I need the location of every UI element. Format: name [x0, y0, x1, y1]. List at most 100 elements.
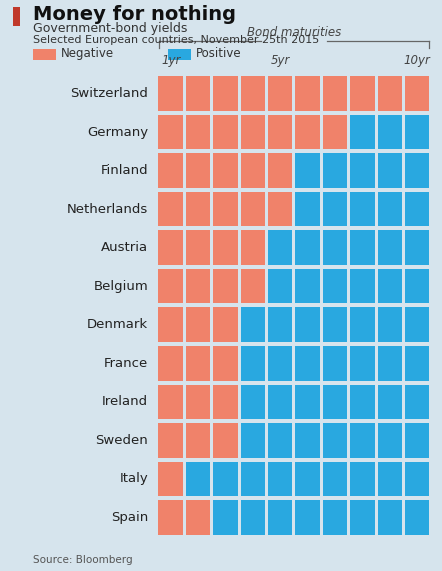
Bar: [405, 115, 430, 149]
Text: 5yr: 5yr: [271, 54, 290, 67]
Bar: [240, 385, 265, 419]
Bar: [159, 308, 183, 342]
Bar: [295, 308, 320, 342]
Bar: [377, 115, 402, 149]
Bar: [350, 154, 375, 188]
Text: Positive: Positive: [196, 47, 241, 60]
Bar: [405, 192, 430, 226]
Text: Ireland: Ireland: [102, 395, 148, 408]
Text: Germany: Germany: [87, 126, 148, 139]
Text: Netherlands: Netherlands: [67, 203, 148, 216]
Bar: [240, 500, 265, 535]
Bar: [33, 49, 56, 60]
Bar: [13, 7, 20, 26]
Bar: [213, 230, 238, 265]
Bar: [350, 77, 375, 111]
Bar: [405, 154, 430, 188]
Bar: [159, 500, 183, 535]
Text: Denmark: Denmark: [87, 318, 148, 331]
Text: Switzerland: Switzerland: [70, 87, 148, 100]
Bar: [323, 500, 347, 535]
Text: 10yr: 10yr: [404, 54, 431, 67]
Bar: [159, 115, 183, 149]
Bar: [213, 500, 238, 535]
Bar: [159, 269, 183, 304]
Text: Spain: Spain: [111, 511, 148, 524]
Bar: [377, 230, 402, 265]
Bar: [186, 423, 210, 458]
Bar: [350, 230, 375, 265]
Bar: [350, 269, 375, 304]
Bar: [405, 230, 430, 265]
Bar: [213, 385, 238, 419]
Bar: [159, 346, 183, 381]
Bar: [377, 77, 402, 111]
Text: Selected European countries, November 25th 2015: Selected European countries, November 25…: [33, 35, 320, 45]
Bar: [295, 230, 320, 265]
Bar: [377, 308, 402, 342]
Bar: [186, 115, 210, 149]
Bar: [159, 423, 183, 458]
Bar: [350, 385, 375, 419]
Bar: [159, 385, 183, 419]
Bar: [323, 115, 347, 149]
Bar: [213, 77, 238, 111]
Bar: [405, 308, 430, 342]
Bar: [240, 461, 265, 496]
Bar: [159, 154, 183, 188]
Bar: [323, 423, 347, 458]
Bar: [186, 269, 210, 304]
Bar: [268, 154, 293, 188]
Bar: [323, 461, 347, 496]
Bar: [159, 192, 183, 226]
Text: 1yr: 1yr: [161, 54, 180, 67]
Bar: [268, 192, 293, 226]
Bar: [268, 269, 293, 304]
Bar: [240, 308, 265, 342]
Bar: [295, 346, 320, 381]
Bar: [186, 500, 210, 535]
Bar: [213, 346, 238, 381]
Bar: [168, 49, 191, 60]
Bar: [323, 154, 347, 188]
Bar: [213, 115, 238, 149]
Bar: [240, 230, 265, 265]
Bar: [377, 461, 402, 496]
Bar: [405, 346, 430, 381]
Bar: [186, 154, 210, 188]
Bar: [240, 269, 265, 304]
Bar: [213, 423, 238, 458]
Bar: [350, 308, 375, 342]
Bar: [295, 115, 320, 149]
Bar: [213, 154, 238, 188]
Bar: [377, 500, 402, 535]
Bar: [295, 269, 320, 304]
Bar: [186, 461, 210, 496]
Bar: [268, 385, 293, 419]
Bar: [186, 77, 210, 111]
Text: Source: Bloomberg: Source: Bloomberg: [33, 554, 133, 565]
Bar: [268, 115, 293, 149]
Bar: [377, 423, 402, 458]
Bar: [323, 269, 347, 304]
Bar: [268, 423, 293, 458]
Bar: [377, 385, 402, 419]
Text: Belgium: Belgium: [93, 280, 148, 293]
Bar: [350, 500, 375, 535]
Bar: [186, 385, 210, 419]
Bar: [186, 192, 210, 226]
Bar: [240, 192, 265, 226]
Bar: [295, 461, 320, 496]
Bar: [240, 115, 265, 149]
Bar: [323, 308, 347, 342]
Bar: [377, 346, 402, 381]
Bar: [268, 461, 293, 496]
Text: Bond maturities: Bond maturities: [247, 26, 341, 39]
Text: Italy: Italy: [119, 472, 148, 485]
Text: Austria: Austria: [101, 241, 148, 254]
Bar: [405, 77, 430, 111]
Bar: [405, 269, 430, 304]
Bar: [186, 308, 210, 342]
Bar: [268, 500, 293, 535]
Text: Negative: Negative: [61, 47, 114, 60]
